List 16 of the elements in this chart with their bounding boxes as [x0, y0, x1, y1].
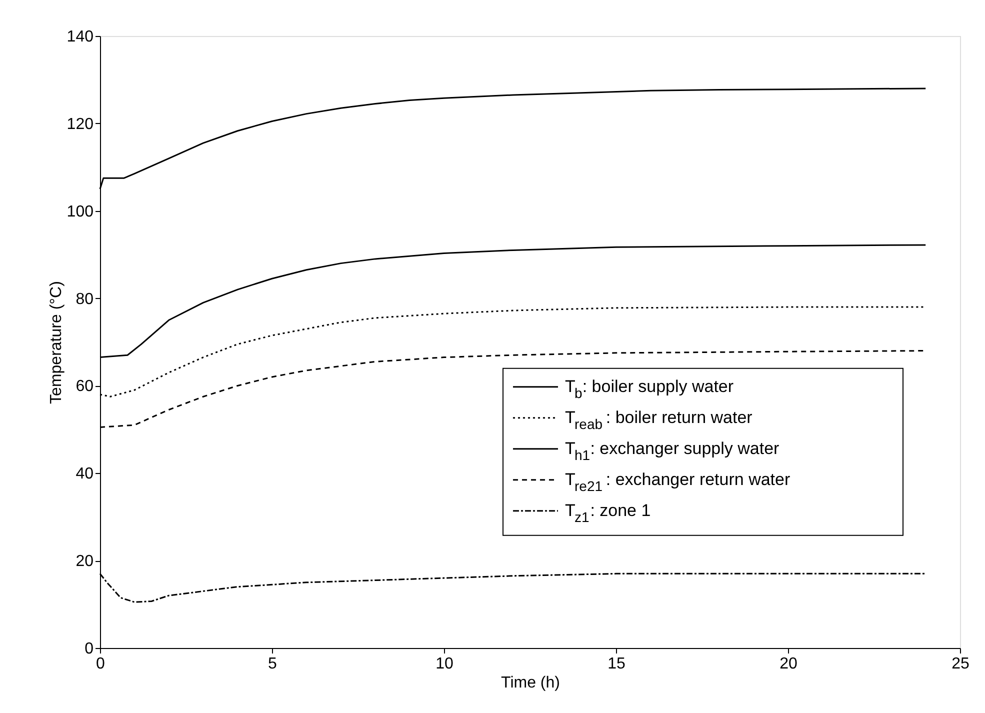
y-tick-label: 140 — [66, 28, 94, 46]
y-tick-label: 20 — [76, 553, 94, 570]
y-tick-label: 60 — [76, 378, 94, 396]
x-tick-label: 5 — [268, 656, 278, 672]
y-tick-label: 0 — [84, 640, 94, 658]
y-tick-label: 100 — [66, 203, 94, 220]
y-tick-label: 80 — [76, 290, 94, 308]
x-axis-title: Time (h) — [501, 674, 560, 692]
x-tick-label: 25 — [952, 656, 970, 672]
y-axis-title: Temperature (°C) — [48, 281, 65, 404]
x-tick-label: 0 — [96, 656, 106, 672]
x-tick-label: 10 — [436, 656, 454, 672]
y-tick-label: 40 — [76, 466, 94, 483]
y-tick-label: 120 — [66, 116, 94, 133]
x-tick-label: 20 — [780, 656, 798, 672]
x-tick-label: 15 — [608, 656, 626, 672]
